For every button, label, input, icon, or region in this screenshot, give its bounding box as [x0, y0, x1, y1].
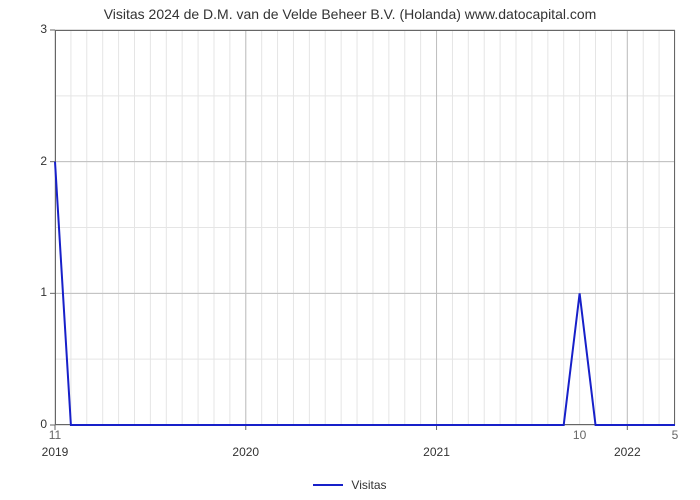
- x-tick-label: 2020: [232, 445, 259, 459]
- value-label: 11: [49, 428, 61, 442]
- legend: Visitas: [0, 478, 700, 492]
- y-tick-label: 1: [17, 285, 47, 299]
- legend-label: Visitas: [351, 478, 386, 492]
- y-tick-label: 2: [17, 154, 47, 168]
- x-tick-label: 2019: [42, 445, 69, 459]
- x-tick-label: 2021: [423, 445, 450, 459]
- plot-area: [55, 30, 675, 425]
- chart-container: Visitas 2024 de D.M. van de Velde Beheer…: [0, 0, 700, 500]
- legend-line: [313, 484, 343, 486]
- chart-title: Visitas 2024 de D.M. van de Velde Beheer…: [0, 6, 700, 22]
- value-label: 5: [672, 428, 679, 442]
- x-tick-label: 2022: [614, 445, 641, 459]
- value-label: 10: [573, 428, 586, 442]
- y-tick-label: 3: [17, 22, 47, 36]
- y-tick-label: 0: [17, 417, 47, 431]
- plot-svg: [55, 30, 675, 425]
